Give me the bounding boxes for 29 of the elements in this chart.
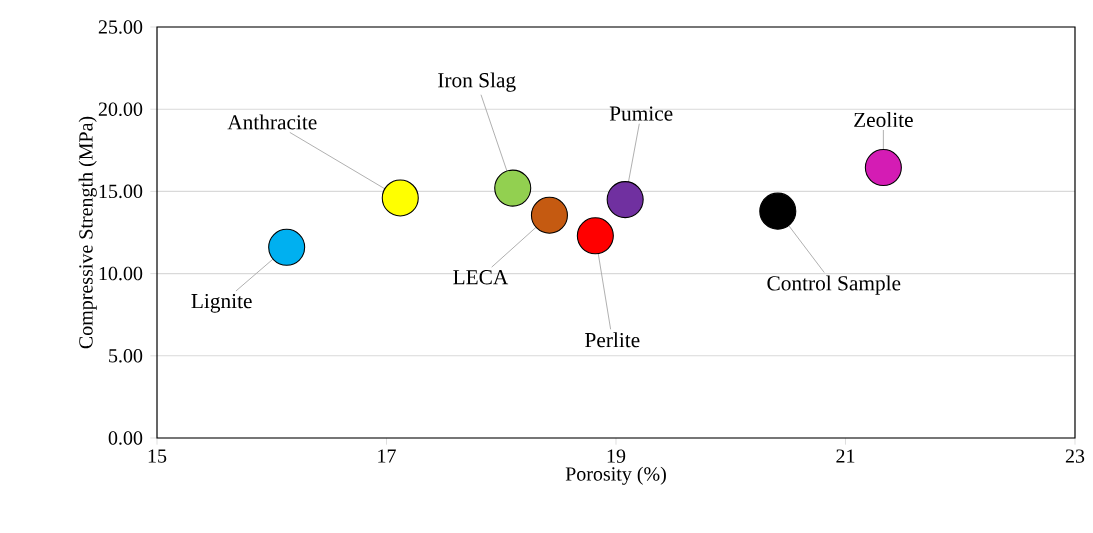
annotation: Control Sample: [767, 275, 901, 295]
x-tick-label: 19: [607, 449, 626, 463]
point: [530, 196, 568, 234]
annotation: LECA: [453, 270, 509, 285]
annotation: Perlite: [585, 332, 640, 348]
y-tick-label: 5.00: [109, 349, 143, 363]
x-tick-label: 15: [148, 449, 167, 463]
y-tick-label: 15.00: [99, 184, 143, 199]
y-axis-title: Compressive Strength (MPa): [78, 116, 97, 349]
y-tick-label: 20.00: [98, 102, 143, 116]
y-tick-label: 25.00: [98, 20, 143, 34]
x-axis-title: Porosity (%): [565, 466, 666, 485]
x-tick-label: 23: [1065, 449, 1085, 463]
point: [268, 228, 306, 266]
y-tick-label: 0.00: [108, 431, 143, 445]
point: [606, 181, 644, 219]
annotation: Lignite: [191, 293, 252, 313]
x-tick-label: 17: [378, 449, 396, 463]
point: [494, 169, 532, 207]
annotation: Pumice: [609, 106, 673, 121]
point: [759, 192, 797, 230]
annotation: Iron Slag: [438, 72, 516, 92]
annotation: Anthracite: [227, 114, 317, 130]
point: [381, 179, 419, 217]
y-tick-label: 10.00: [99, 266, 143, 281]
annotation: Zeolite: [854, 112, 913, 128]
point: [576, 217, 614, 255]
point: [864, 149, 902, 187]
x-tick-label: 21: [836, 449, 855, 463]
